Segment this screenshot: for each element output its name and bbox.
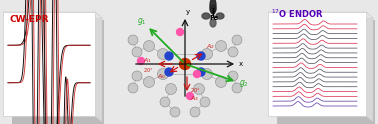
Circle shape [160, 97, 170, 107]
Text: $20°$: $20°$ [143, 66, 153, 74]
Circle shape [165, 52, 173, 60]
Text: x: x [239, 61, 243, 67]
Polygon shape [3, 12, 102, 18]
Circle shape [215, 41, 226, 51]
Polygon shape [3, 12, 95, 116]
Circle shape [201, 48, 212, 60]
Polygon shape [366, 12, 373, 122]
Polygon shape [268, 12, 373, 18]
Ellipse shape [210, 19, 216, 27]
Text: $g_1$: $g_1$ [137, 16, 147, 27]
Text: $A_0$: $A_0$ [157, 72, 166, 81]
Polygon shape [95, 12, 102, 122]
Circle shape [138, 58, 144, 64]
Circle shape [158, 68, 169, 79]
Circle shape [194, 83, 204, 94]
Text: $g_2$: $g_2$ [239, 78, 249, 89]
Circle shape [201, 68, 212, 79]
Circle shape [144, 41, 155, 51]
Circle shape [177, 29, 183, 35]
Text: $A_1$: $A_1$ [143, 56, 152, 65]
Circle shape [128, 83, 138, 93]
Circle shape [197, 52, 205, 60]
Circle shape [232, 83, 242, 93]
Circle shape [228, 47, 238, 57]
Circle shape [170, 107, 180, 117]
Text: $^{17}$O ENDOR: $^{17}$O ENDOR [271, 8, 324, 20]
Circle shape [232, 35, 242, 45]
Text: Fe: Fe [209, 15, 218, 21]
Circle shape [190, 107, 200, 117]
Circle shape [228, 71, 238, 81]
Circle shape [144, 77, 155, 88]
Circle shape [215, 77, 226, 88]
Ellipse shape [216, 13, 224, 19]
Circle shape [197, 68, 205, 76]
Polygon shape [268, 12, 366, 116]
Polygon shape [12, 20, 104, 124]
Ellipse shape [210, 0, 216, 14]
Text: $A_2$: $A_2$ [206, 42, 215, 51]
Circle shape [180, 59, 191, 69]
Text: y: y [186, 9, 190, 15]
Text: CW-EPR: CW-EPR [10, 15, 50, 24]
Circle shape [132, 71, 142, 81]
Circle shape [200, 97, 210, 107]
Text: $20°$: $20°$ [190, 86, 200, 94]
Circle shape [165, 68, 173, 76]
Ellipse shape [202, 13, 210, 19]
Circle shape [158, 48, 169, 60]
Ellipse shape [210, 5, 216, 13]
Circle shape [186, 93, 194, 99]
Text: $A_3$: $A_3$ [190, 94, 199, 103]
Circle shape [166, 83, 177, 94]
Circle shape [128, 35, 138, 45]
Circle shape [132, 47, 142, 57]
Polygon shape [277, 20, 375, 124]
Circle shape [194, 71, 200, 78]
